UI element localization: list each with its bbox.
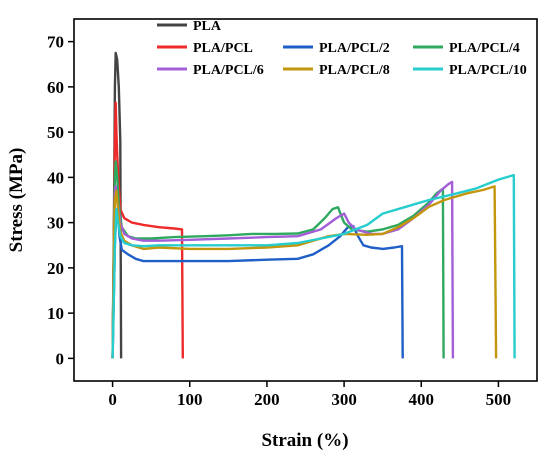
series-line-5 — [111, 185, 498, 359]
legend: PLA PLA/PCL PLA/PCL/2 PLA/PCL/4 PLA/PCL/6 PLA… — [157, 19, 527, 78]
x-axis-title: Strain (%) — [261, 430, 348, 451]
x-tick-label: 0 — [108, 390, 117, 409]
y-tick-label: 20 — [47, 259, 64, 278]
x-tick-label: 300 — [331, 390, 357, 409]
series-line-6 — [111, 173, 516, 359]
y-tick-label: 10 — [47, 304, 64, 323]
y-tick-label: 50 — [47, 123, 64, 142]
x-tick-label: 200 — [254, 390, 280, 409]
legend-label-0: PLA — [193, 19, 222, 34]
y-tick-label: 70 — [47, 33, 64, 52]
y-tick-label: 40 — [47, 168, 64, 187]
plot-frame — [73, 18, 538, 382]
x-tick-label: 400 — [409, 390, 435, 409]
y-tick-label: 30 — [47, 214, 64, 233]
x-tick-label: 500 — [486, 390, 512, 409]
series-line-3 — [111, 160, 445, 359]
series-line-2 — [111, 207, 404, 359]
x-tick-label: 100 — [177, 390, 203, 409]
y-tick-label: 0 — [56, 349, 65, 368]
plot-series — [111, 51, 516, 359]
legend-label-4: PLA/PCL/6 — [193, 63, 264, 78]
y-tick-label: 60 — [47, 78, 64, 97]
legend-label-3: PLA/PCL/4 — [449, 41, 520, 56]
legend-label-5: PLA/PCL/8 — [319, 63, 390, 78]
legend-label-6: PLA/PCL/10 — [449, 63, 527, 78]
y-axis-title: Stress (MPa) — [6, 148, 27, 253]
axes: 0 100 200 300 400 500 0 10 20 30 40 50 60 70 — [47, 33, 511, 409]
legend-label-2: PLA/PCL/2 — [319, 41, 390, 56]
legend-label-1: PLA/PCL — [193, 41, 253, 56]
